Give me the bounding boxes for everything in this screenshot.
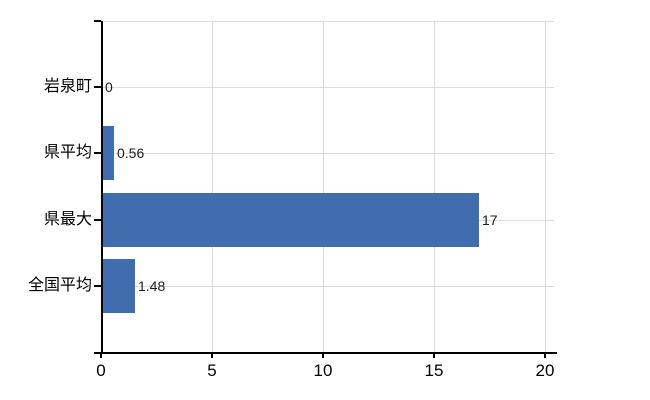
gridline-vertical: [434, 21, 435, 352]
value-label: 1.48: [138, 278, 166, 294]
gridline-vertical: [545, 21, 546, 352]
x-tick-label: 0: [96, 361, 106, 380]
x-axis-tick: [544, 352, 546, 358]
value-label: 0: [105, 79, 113, 95]
gridline-horizontal: [101, 21, 554, 22]
gridline-horizontal: [101, 87, 554, 88]
y-axis-tick: [94, 20, 101, 22]
y-axis-tick: [94, 285, 101, 287]
x-axis-line: [94, 352, 557, 354]
bar: [102, 126, 114, 180]
bar: [102, 193, 479, 247]
y-axis-tick: [94, 86, 101, 88]
x-tick-label: 5: [207, 361, 217, 380]
y-axis-line: [101, 21, 103, 352]
x-axis-tick: [433, 352, 435, 358]
y-axis-tick: [94, 219, 101, 221]
y-axis-tick: [94, 152, 101, 154]
x-tick-label: 10: [313, 361, 333, 380]
category-label: 県最大: [43, 211, 92, 228]
gridline-vertical: [323, 21, 324, 352]
category-label: 全国平均: [27, 277, 92, 294]
x-tick-label: 15: [424, 361, 444, 380]
category-label: 岩泉町: [43, 78, 92, 95]
x-axis-tick: [322, 352, 324, 358]
gridline-horizontal: [101, 153, 554, 154]
x-axis-tick: [100, 352, 102, 358]
x-axis-tick: [211, 352, 213, 358]
bar: [102, 259, 135, 313]
gridline-horizontal: [101, 286, 554, 287]
gridline-vertical: [212, 21, 213, 352]
value-label: 0.56: [117, 145, 145, 161]
value-label: 17: [482, 212, 498, 228]
category-label: 県平均: [43, 144, 92, 161]
x-tick-label: 20: [535, 361, 555, 380]
